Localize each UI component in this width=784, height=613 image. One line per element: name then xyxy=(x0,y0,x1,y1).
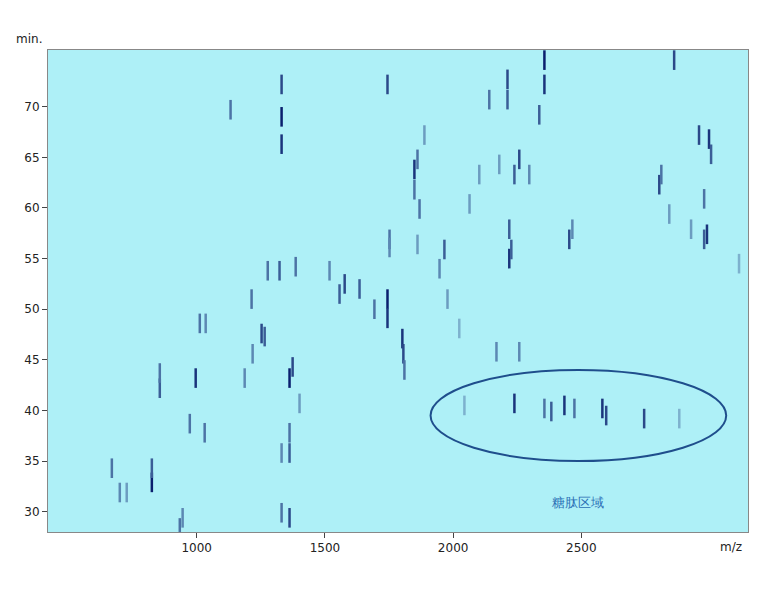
svg-text:65: 65 xyxy=(24,151,39,165)
svg-text:50: 50 xyxy=(24,302,39,316)
svg-text:1000: 1000 xyxy=(181,541,212,555)
svg-text:2500: 2500 xyxy=(566,541,597,555)
svg-text:45: 45 xyxy=(24,353,39,367)
svg-text:35: 35 xyxy=(24,454,39,468)
svg-text:60: 60 xyxy=(24,201,39,215)
svg-text:min.: min. xyxy=(16,32,42,46)
svg-text:55: 55 xyxy=(24,252,39,266)
svg-text:30: 30 xyxy=(24,505,39,519)
svg-text:40: 40 xyxy=(24,404,39,418)
svg-text:2000: 2000 xyxy=(438,541,469,555)
svg-text:70: 70 xyxy=(24,100,39,114)
svg-text:m/z: m/z xyxy=(720,540,742,554)
svg-text:糖肽区域: 糖肽区域 xyxy=(552,495,604,510)
svg-text:1500: 1500 xyxy=(310,541,341,555)
